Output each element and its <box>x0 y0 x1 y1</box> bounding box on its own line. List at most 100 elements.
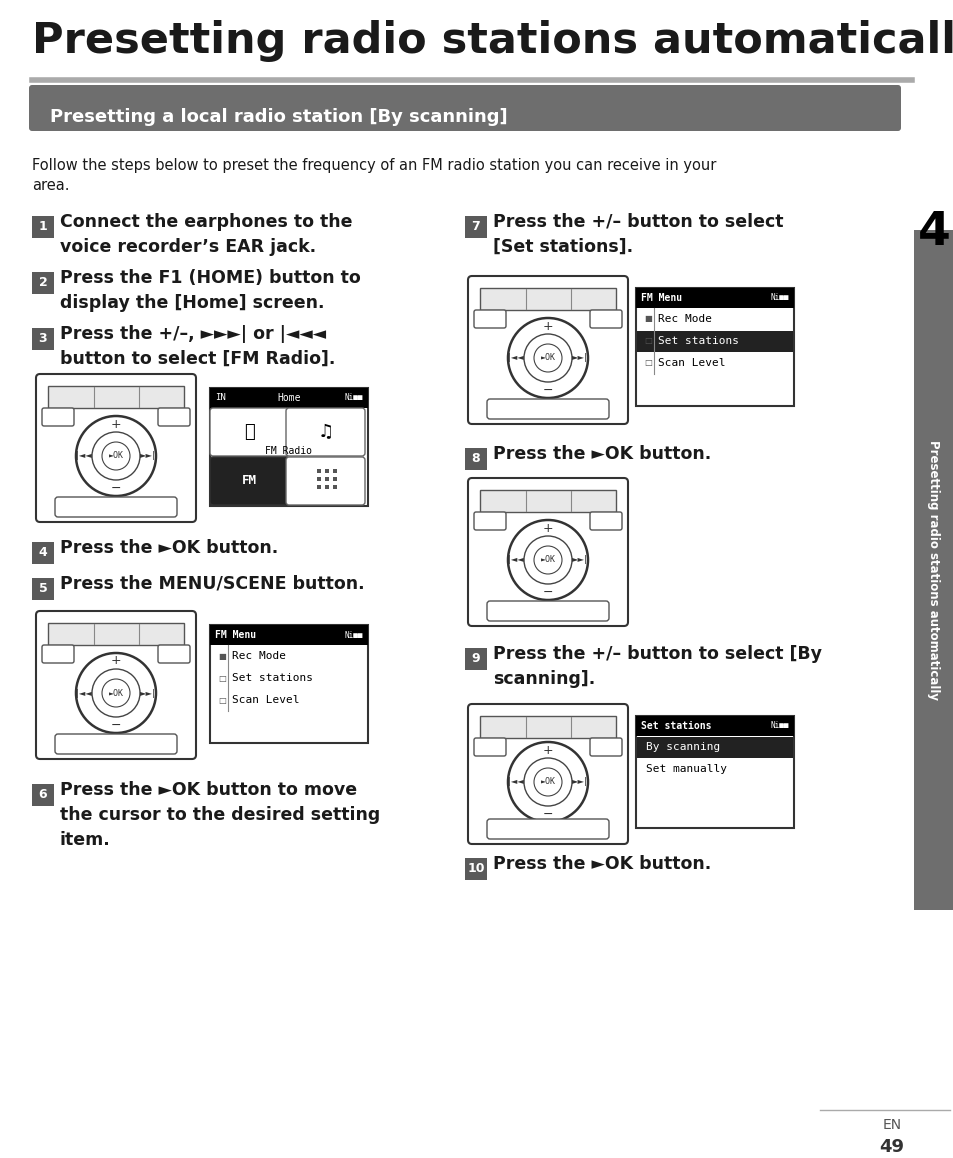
Text: Press the +/– button to select [By
scanning].: Press the +/– button to select [By scann… <box>493 645 821 688</box>
Text: By scanning: By scanning <box>645 742 720 752</box>
Circle shape <box>543 822 552 830</box>
FancyBboxPatch shape <box>158 408 190 426</box>
FancyBboxPatch shape <box>158 645 190 664</box>
Bar <box>210 388 368 408</box>
Circle shape <box>534 344 561 372</box>
Text: 9: 9 <box>471 652 479 666</box>
Text: Press the +/– button to select
[Set stations].: Press the +/– button to select [Set stat… <box>493 213 782 256</box>
Bar <box>334 477 337 481</box>
Text: |◄◄: |◄◄ <box>508 777 523 786</box>
Circle shape <box>102 679 130 708</box>
Text: ►►|: ►►| <box>572 353 587 362</box>
Text: ►OK: ►OK <box>540 353 555 362</box>
Text: ►OK: ►OK <box>540 556 555 564</box>
FancyBboxPatch shape <box>286 457 365 505</box>
Text: Presetting radio stations automatically: Presetting radio stations automatically <box>926 440 940 699</box>
Bar <box>464 858 486 880</box>
Bar <box>636 288 793 308</box>
Text: |◄◄: |◄◄ <box>76 452 91 461</box>
Text: Press the ►OK button.: Press the ►OK button. <box>493 855 711 873</box>
Text: Scan Level: Scan Level <box>232 695 299 705</box>
Bar <box>32 272 54 294</box>
Text: □: □ <box>643 359 651 367</box>
FancyBboxPatch shape <box>55 497 177 516</box>
Text: Press the MENU/SCENE button.: Press the MENU/SCENE button. <box>60 576 364 593</box>
Text: ►OK: ►OK <box>109 689 123 697</box>
Text: Presetting radio stations automatically: Presetting radio stations automatically <box>32 20 953 63</box>
Bar <box>479 288 616 310</box>
FancyBboxPatch shape <box>42 645 74 664</box>
Text: Press the ►OK button to move
the cursor to the desired setting
item.: Press the ►OK button to move the cursor … <box>60 780 380 849</box>
Text: Press the ►OK button.: Press the ►OK button. <box>60 538 278 557</box>
Text: +: + <box>111 418 121 431</box>
Bar <box>636 716 793 736</box>
Text: Follow the steps below to preset the frequency of an FM radio station you can re: Follow the steps below to preset the fre… <box>32 157 716 173</box>
FancyBboxPatch shape <box>286 408 365 456</box>
Bar <box>636 716 793 828</box>
Text: 3: 3 <box>39 332 48 345</box>
Text: |◄◄: |◄◄ <box>508 353 523 362</box>
Text: +: + <box>542 521 553 535</box>
Text: Connect the earphones to the
voice recorder’s EAR jack.: Connect the earphones to the voice recor… <box>60 213 352 256</box>
Text: 6: 6 <box>39 789 48 801</box>
Text: ►►|: ►►| <box>572 556 587 564</box>
Text: ►OK: ►OK <box>109 452 123 461</box>
FancyBboxPatch shape <box>474 512 505 530</box>
Bar <box>325 477 329 481</box>
Bar <box>913 230 953 910</box>
Bar <box>636 288 793 406</box>
Text: −: − <box>111 718 121 732</box>
FancyBboxPatch shape <box>42 408 74 426</box>
Bar <box>317 469 321 472</box>
Bar <box>479 490 616 512</box>
Bar <box>32 217 54 239</box>
Text: 49: 49 <box>879 1138 903 1156</box>
Text: ►►|: ►►| <box>572 777 587 786</box>
Text: −: − <box>542 807 553 821</box>
Text: area.: area. <box>32 178 70 193</box>
FancyBboxPatch shape <box>589 310 621 328</box>
Bar <box>317 477 321 481</box>
FancyBboxPatch shape <box>55 734 177 754</box>
Text: □: □ <box>643 337 651 345</box>
Text: 2: 2 <box>38 277 48 290</box>
Text: 4: 4 <box>38 547 48 559</box>
Text: 1: 1 <box>38 220 48 234</box>
Bar <box>32 784 54 806</box>
Text: Set stations: Set stations <box>658 336 739 346</box>
Text: Press the ►OK button.: Press the ►OK button. <box>493 445 711 463</box>
Text: Ni■■: Ni■■ <box>344 630 363 639</box>
Bar <box>464 448 486 470</box>
Text: Presetting a local radio station [By scanning]: Presetting a local radio station [By sca… <box>50 108 507 126</box>
Circle shape <box>543 604 552 611</box>
FancyBboxPatch shape <box>474 310 505 328</box>
FancyBboxPatch shape <box>474 738 505 756</box>
Text: ■: ■ <box>643 315 651 323</box>
Bar <box>48 623 184 645</box>
Text: Scan Level: Scan Level <box>658 358 724 368</box>
Text: 7: 7 <box>471 220 480 234</box>
Text: 5: 5 <box>38 582 48 595</box>
Bar <box>210 388 368 506</box>
Text: Ni■■: Ni■■ <box>770 721 788 731</box>
Bar <box>637 736 792 758</box>
Bar <box>325 485 329 489</box>
Bar <box>464 217 486 239</box>
Bar <box>32 328 54 350</box>
Text: FM Radio: FM Radio <box>265 446 313 456</box>
Text: 8: 8 <box>471 453 479 466</box>
FancyBboxPatch shape <box>589 738 621 756</box>
FancyBboxPatch shape <box>468 704 627 844</box>
Text: ►►|: ►►| <box>140 452 155 461</box>
Text: |◄◄: |◄◄ <box>508 556 523 564</box>
FancyBboxPatch shape <box>468 478 627 626</box>
FancyBboxPatch shape <box>486 819 608 840</box>
Text: Ni■■: Ni■■ <box>770 293 788 302</box>
Bar <box>464 648 486 670</box>
Circle shape <box>112 500 120 508</box>
Circle shape <box>534 547 561 574</box>
Text: Ni■■: Ni■■ <box>344 394 363 403</box>
FancyBboxPatch shape <box>486 400 608 419</box>
Text: FM: FM <box>242 475 256 488</box>
Circle shape <box>112 736 120 745</box>
